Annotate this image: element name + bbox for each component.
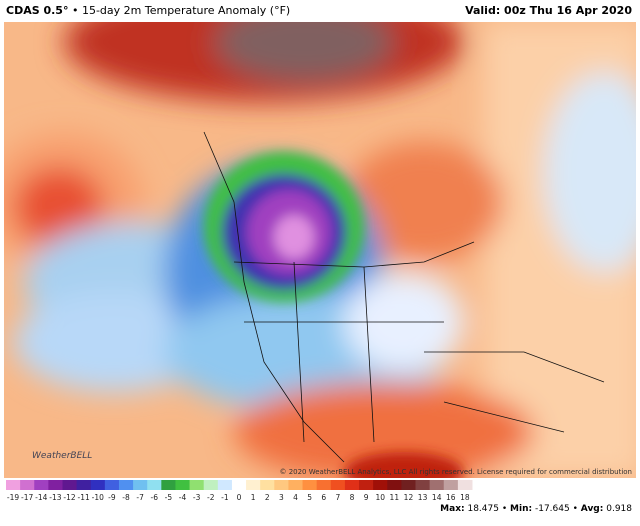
header: CDAS 0.5° • 15-day 2m Temperature Anomal… — [0, 0, 640, 22]
colorbar-swatch — [288, 480, 304, 490]
colorbar-swatch — [203, 480, 219, 490]
stat-label: Max: — [440, 504, 465, 514]
colorbar-label: 5 — [307, 493, 312, 502]
colorbar-swatch — [76, 480, 92, 490]
stat-value: 18.475 — [467, 504, 499, 514]
stat-label: Avg: — [580, 504, 604, 514]
colorbar-swatch — [246, 480, 261, 490]
colorbar-label: -5 — [165, 493, 173, 502]
colorbar-label: 16 — [446, 493, 456, 502]
colorbar-label: 2 — [265, 493, 270, 502]
colorbar-swatch — [90, 480, 106, 490]
colorbar-label: 4 — [293, 493, 298, 502]
colorbar-label: -3 — [193, 493, 201, 502]
header-title: CDAS 0.5° • 15-day 2m Temperature Anomal… — [6, 4, 290, 17]
valid-time: Valid: 00z Thu 16 Apr 2020 — [465, 4, 632, 17]
colorbar-swatch — [387, 480, 402, 490]
copyright: © 2020 WeatherBELL Analytics, LLC All ri… — [279, 468, 632, 476]
colorbar-swatch — [401, 480, 417, 490]
colorbar-swatch — [443, 480, 459, 490]
colorbar-swatch — [34, 480, 49, 490]
colorbar-label: 11 — [390, 493, 400, 502]
colorbar-label: -11 — [78, 493, 90, 502]
colorbar-swatch — [231, 480, 247, 490]
colorbar-label: 13 — [418, 493, 428, 502]
colorbar-label: 10 — [375, 493, 385, 502]
colorbar-swatch — [118, 480, 134, 490]
colorbar-label: -8 — [122, 493, 130, 502]
colorbar-label: -1 — [221, 493, 229, 502]
colorbar-swatch — [373, 480, 388, 490]
colorbar-swatch — [302, 480, 318, 490]
colorbar-label: -12 — [63, 493, 75, 502]
colorbar-swatch — [260, 480, 275, 490]
colorbar-label: -14 — [35, 493, 47, 502]
colorbar-label: -17 — [21, 493, 33, 502]
map: WeatherBELL © 2020 WeatherBELL Analytics… — [4, 22, 636, 478]
colorbar: -19 -17 -14 -13 -12 -11 -10 -9 -8 -7 -6 -5 -4 -3 -2 -1 0… — [6, 480, 473, 502]
colorbar-swatch — [147, 480, 162, 490]
colorbar-label: -19 — [7, 493, 19, 502]
colorbar-label: -2 — [207, 493, 215, 502]
colorbar-swatch — [344, 480, 360, 490]
colorbar-swatch — [175, 480, 191, 490]
anomaly-field — [4, 22, 636, 478]
colorbar-label: 6 — [321, 493, 326, 502]
colorbar-swatch — [316, 480, 332, 490]
colorbar-swatch — [429, 480, 445, 490]
colorbar-swatch — [48, 480, 63, 490]
colorbar-label: -9 — [108, 493, 116, 502]
colorbar-swatch — [274, 480, 289, 490]
colorbar-label: 3 — [279, 493, 284, 502]
colorbar-label: 0 — [237, 493, 242, 502]
stats: Max: 18.475 • Min: -17.645 • Avg: 0.918 — [440, 504, 632, 514]
colorbar-swatch — [457, 480, 473, 490]
colorbar-swatch — [161, 480, 176, 490]
colorbar-label: -7 — [136, 493, 144, 502]
colorbar-label: -4 — [179, 493, 187, 502]
colorbar-swatch — [330, 480, 346, 490]
colorbar-swatch — [189, 480, 205, 490]
stats-separator: • — [501, 504, 508, 514]
colorbar-label: 8 — [350, 493, 355, 502]
colorbar-label: 9 — [364, 493, 369, 502]
product-name: • 15-day 2m Temperature Anomaly (°F) — [71, 4, 291, 17]
model-name: CDAS 0.5° — [6, 4, 69, 17]
colorbar-swatch — [104, 480, 120, 490]
colorbar-swatch — [20, 480, 35, 490]
colorbar-swatch — [62, 480, 78, 490]
colorbar-label: 1 — [251, 493, 256, 502]
stat-value: 0.918 — [606, 504, 632, 514]
colorbar-label: 14 — [432, 493, 442, 502]
colorbar-swatch — [133, 480, 148, 490]
colorbar-label: -6 — [151, 493, 159, 502]
boundaries — [203, 131, 605, 463]
stats-separator: • — [572, 504, 578, 514]
stat-value: -17.645 — [534, 504, 570, 514]
colorbar-label: 18 — [460, 493, 470, 502]
colorbar-swatch — [359, 480, 374, 490]
colorbar-label: 12 — [404, 493, 414, 502]
colorbar-swatch — [6, 480, 21, 490]
logo: WeatherBELL — [32, 451, 92, 461]
colorbar-label: -13 — [49, 493, 61, 502]
colorbar-swatch — [217, 480, 233, 490]
colorbar-label: -10 — [92, 493, 104, 502]
colorbar-label: 7 — [335, 493, 340, 502]
colorbar-swatch — [415, 480, 431, 490]
stat-label: Min: — [510, 504, 533, 514]
